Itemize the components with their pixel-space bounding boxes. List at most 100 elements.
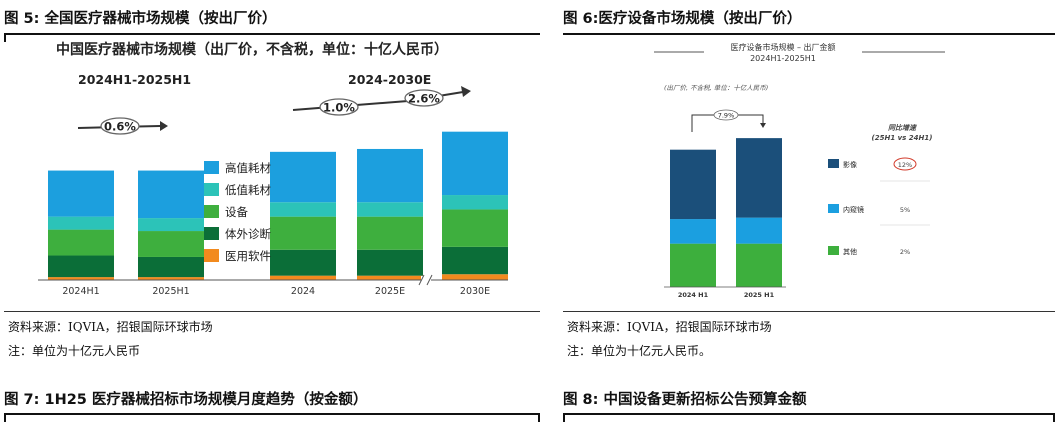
fig5-bar-2025H1-s4 [138,170,204,219]
fig6-growth-highlight-circle [893,157,917,171]
fig5-legend-swatch [204,183,219,196]
fig5-chart-title: 中国医疗器械市场规模（出厂价，不含税，单位：十亿人民币） [56,41,448,58]
fig6-top-rule [563,33,1055,35]
fig6-legend-swatch [828,204,839,213]
fig5-note: 注：单位为十亿元人民币 [8,344,141,358]
fig6-chart-title-1: 医疗设备市场规模 – 出厂金额 [730,42,835,52]
fig5-growth-arrowhead-3 [461,86,471,97]
fig5-bar-2024-s2 [270,216,336,250]
fig6-chart-title-2: 2024H1-2025H1 [750,54,816,63]
fig5-bar-2024H1-s4 [48,170,114,217]
fig5-bar-2025E-s1 [357,249,423,276]
fig5-subtitle-left: 2024H1-2025H1 [78,72,191,87]
fig6-x-label: 2024 H1 [678,291,709,299]
fig6-title: 图 6:医疗设备市场规模（按出厂价） [563,11,802,27]
fig5-x-label: 2025H1 [152,286,189,297]
fig5-axis-break-gap [421,276,431,284]
fig5-bar-2024H1-s3 [48,216,114,230]
fig7-title: 图 7: 1H25 医疗器械招标市场规模月度趋势（按金额） [4,392,368,408]
fig5-legend-swatch [204,249,219,262]
fig6-legend-growth: 5% [900,206,910,214]
fig5-bar-2025E-s2 [357,216,423,250]
fig6-x-label: 2025 H1 [744,291,775,299]
fig5-legend-label: 高值耗材 [225,161,271,175]
fig5-bar-2024H1-s1 [48,255,114,278]
fig5-legend-label: 医用软件 [225,249,271,263]
fig6-source: 资料来源：IQVIA，招银国际环球市场 [567,320,772,334]
fig6-bar-1-s0 [736,243,782,287]
fig6-bottom-rule [563,311,1055,312]
fig7-top-rule [4,413,540,415]
fig6-legend-label: 内窥镜 [843,205,864,214]
fig5-bar-2024-s4 [270,151,336,203]
fig5-bar-2030E-s3 [442,195,508,210]
fig6-bar-0-s0 [670,243,716,287]
fig5-axis-break-1 [418,274,425,286]
fig5-legend-label: 低值耗材 [225,183,271,197]
fig5-growth-bubble-2 [319,98,359,116]
fig7-rule-stub-right [538,413,540,422]
fig8-top-rule [563,413,1055,415]
fig6-chart: 医疗设备市场规模 – 出厂金额 2024H1-2025H1 (出厂价, 不含税,… [654,42,945,299]
fig5-legend-label: 设备 [225,205,248,219]
fig5-bar-2030E-s2 [442,209,508,247]
fig5-bar-2024-s3 [270,202,336,217]
fig5-top-rule [4,33,540,35]
fig6-growth-header-1: 同比增速 [888,123,918,132]
fig5-bar-2025E-s3 [357,202,423,217]
fig7-rule-stub-left [4,413,6,422]
fig5-x-label: 2024 [291,286,315,297]
fig5-source: 资料来源：IQVIA，招银国际环球市场 [8,320,213,334]
fig6-bar-1-s2 [736,138,782,218]
fig5-bar-2025H1-s3 [138,218,204,232]
fig6-bar-1-s1 [736,217,782,244]
fig5-bar-2025E-s0 [357,275,423,280]
fig5-x-label: 2030E [460,286,490,297]
fig6-legend-swatch [828,159,839,168]
fig5-bar-2030E-s4 [442,131,508,196]
fig6-unit-note: (出厂价, 不含税, 单位：十亿人民币) [664,84,768,92]
fig6-growth-bubble [713,109,739,121]
fig5-x-label: 2025E [375,286,405,297]
fig5-legend-swatch [204,205,219,218]
fig8-rule-stub-left [563,413,565,422]
fig5-legend-label: 体外诊断 [225,227,271,241]
fig6-legend-label: 影像 [843,160,857,169]
fig5-growth-label-1: 0.6% [104,120,136,134]
fig5-growth-label-2: 1.0% [323,101,355,115]
fig6-legend-growth: 2% [900,248,910,256]
fig6-legend-swatch [828,246,839,255]
fig5-bar-2024-s0 [270,275,336,280]
fig6-bar-0-s2 [670,149,716,220]
fig6-note: 注：单位为十亿元人民币。 [567,344,712,358]
fig6-legend-label: 其他 [843,247,857,256]
fig8-title: 图 8: 中国设备更新招标公告预算金额 [563,392,807,408]
fig5-rule-stub [4,33,6,42]
fig5-bar-2025H1-s2 [138,231,204,257]
fig6-growth-label: 7.9% [718,112,735,120]
fig8-rule-stub-right [1053,413,1055,422]
fig5-bar-2025E-s4 [357,148,423,203]
fig5-growth-label-3: 2.6% [408,92,440,106]
fig5-subtitle-right: 2024-2030E [348,72,431,87]
fig5-bar-2030E-s1 [442,246,508,275]
fig5-bar-2025H1-s1 [138,256,204,278]
fig5-bar-2030E-s0 [442,274,508,280]
fig5-axis-break-2 [426,274,433,286]
fig5-legend-swatch [204,161,219,174]
fig5-bar-2024H1-s2 [48,229,114,256]
fig5-bar-2024H1-s0 [48,277,114,280]
fig5-growth-bubble-1 [100,117,140,135]
fig6-legend-growth: 12% [898,161,912,169]
fig5-legend-swatch [204,227,219,240]
fig5-bottom-rule [4,311,540,312]
fig5-growth-arrowhead-1 [160,121,168,131]
fig5-title: 图 5: 全国医疗器械市场规模（按出厂价） [4,11,277,27]
fig6-growth-header-2: (25H1 vs 24H1) [872,134,933,142]
fig6-bar-0-s1 [670,219,716,244]
fig5-chart: 中国医疗器械市场规模（出厂价，不含税，单位：十亿人民币） 2024H1-2025… [38,41,508,297]
fig5-bar-2025H1-s0 [138,277,204,280]
fig5-growth-bubble-3 [404,89,444,107]
fig5-x-label: 2024H1 [62,286,99,297]
fig6-growth-arrowhead [760,123,766,128]
